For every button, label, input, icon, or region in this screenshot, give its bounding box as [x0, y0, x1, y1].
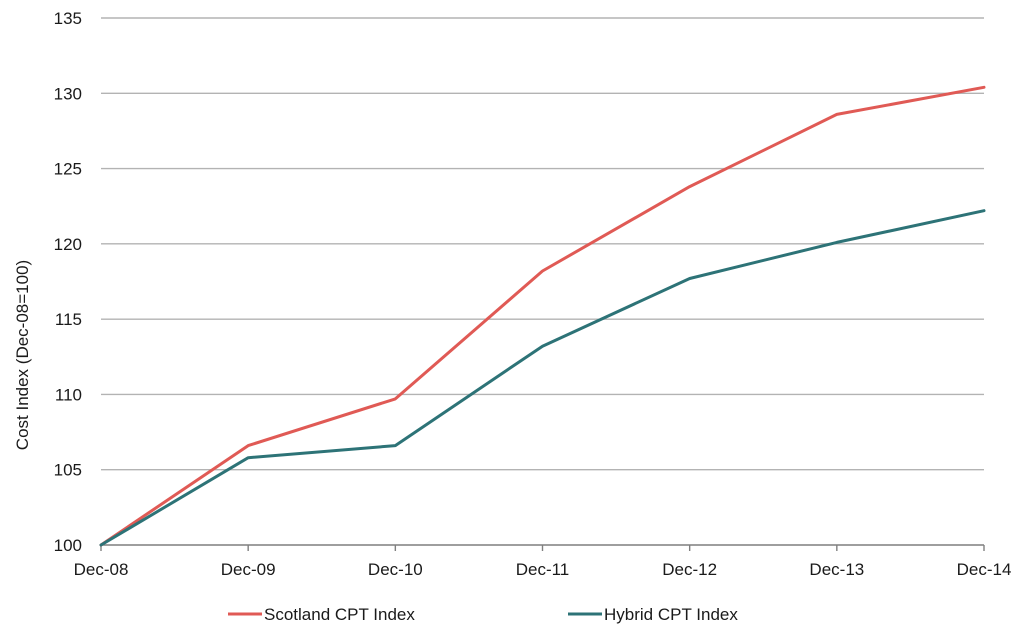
x-tick-labels: Dec-08 Dec-09 Dec-10 Dec-11 Dec-12 Dec-13 Dec-… [74, 560, 1012, 579]
legend-label-1: Scotland CPT Index [264, 605, 415, 624]
y-tick-label: 135 [54, 9, 82, 28]
x-tick-label: Dec-13 [809, 560, 864, 579]
series-lines [99, 85, 986, 547]
legend-label-2: Hybrid CPT Index [604, 605, 738, 624]
x-tick-label: Dec-12 [662, 560, 717, 579]
y-tick-label: 125 [54, 160, 82, 179]
y-axis-title: Cost Index (Dec-08=100) [13, 260, 32, 450]
y-tick-label: 110 [55, 385, 82, 404]
y-tick-label: 105 [54, 461, 82, 480]
axes [100, 544, 985, 551]
y-tick-label: 120 [54, 235, 82, 254]
grid-lines [101, 17, 984, 471]
x-tick-label: Dec-11 [516, 560, 570, 579]
legend: Scotland CPT Index Hybrid CPT Index [228, 605, 738, 624]
x-tick-label: Dec-08 [74, 560, 129, 579]
y-tick-label: 100 [54, 536, 82, 555]
y-tick-labels: 100 105 110 115 120 125 130 135 [54, 9, 82, 555]
series-line-2 [99, 209, 986, 547]
y-tick-label: 130 [54, 84, 82, 103]
x-tick-label: Dec-09 [221, 560, 276, 579]
series-line-1 [99, 85, 986, 547]
x-tick-label: Dec-10 [368, 560, 423, 579]
x-tick-label: Dec-14 [957, 560, 1012, 579]
y-tick-label: 115 [55, 310, 82, 329]
